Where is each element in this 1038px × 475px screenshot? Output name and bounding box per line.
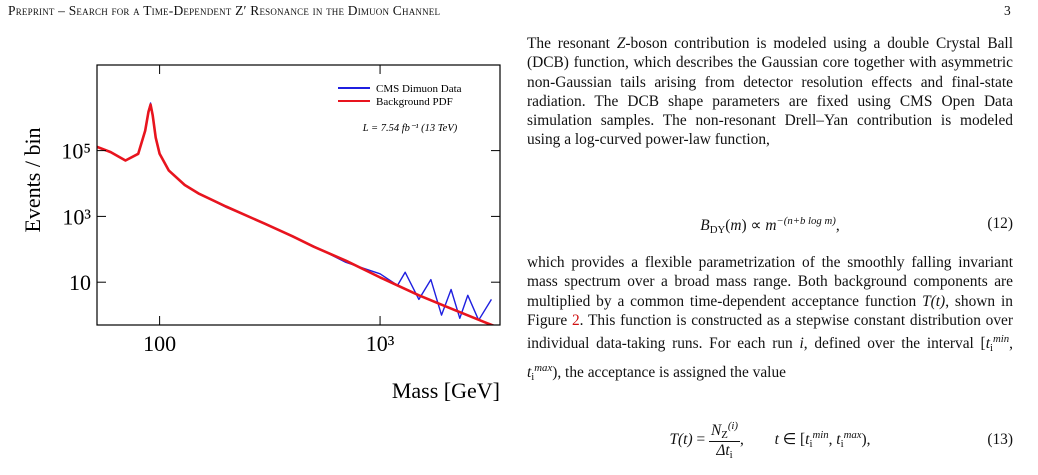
text-run: ), the acceptance is assigned the value xyxy=(552,363,786,381)
text-run: i xyxy=(531,370,535,383)
text-run: m xyxy=(765,216,777,234)
paragraph: which provides a flexible parametrizatio… xyxy=(527,253,1013,387)
text-run: T(t) xyxy=(922,292,946,310)
equation-number: (13) xyxy=(987,431,1013,448)
fraction: NZ(i) Δti xyxy=(708,420,740,462)
text-run: ∈ [ xyxy=(778,431,806,449)
equation: T(t) = NZ(i) Δti, t ∈ [timin, timax), (13… xyxy=(527,420,1014,464)
equation-body: T(t) = NZ(i) Δti, t ∈ [timin, timax), xyxy=(527,420,1013,461)
text-run: The resonant xyxy=(527,35,617,52)
text-run: −(n+b log m) xyxy=(776,215,836,227)
text-run: -boson contribution is modeled using a d… xyxy=(527,35,1013,149)
x-tick-label: 100 xyxy=(143,331,176,356)
link[interactable]: 2 xyxy=(571,311,580,329)
text-run: ( xyxy=(725,216,731,234)
plot-area xyxy=(97,102,496,325)
equation-number: (12) xyxy=(987,215,1013,232)
text-run: , defined over the interval [ xyxy=(803,335,986,353)
text-run: N xyxy=(710,421,722,439)
text-run: B xyxy=(700,216,710,234)
series-line xyxy=(97,103,496,325)
text-run: i xyxy=(809,438,813,451)
text-run: min xyxy=(812,429,829,442)
y-tick-label: 10 xyxy=(69,270,91,295)
text-run: min xyxy=(992,333,1010,346)
x-axis-label: Mass [GeV] xyxy=(392,378,500,403)
x-tick-label: 10³ xyxy=(366,331,395,356)
text-run: ), xyxy=(861,431,871,449)
paragraph: The resonant Z-boson contribution is mod… xyxy=(527,34,1013,150)
text-run: t xyxy=(527,363,532,381)
text-run: i xyxy=(840,438,844,451)
text-run: . This function is constructed as a step… xyxy=(527,311,1013,353)
text-run: i xyxy=(729,449,733,462)
y-axis-label: Events / bin xyxy=(20,127,45,232)
text-run: Z xyxy=(721,429,728,442)
text-run: i xyxy=(799,335,804,353)
text-run: DY xyxy=(709,224,726,237)
running-header: Preprint – Search for a Time-Dependent Z… xyxy=(8,3,441,18)
page-number: 3 xyxy=(1004,3,1011,18)
text-run: T(t) xyxy=(669,431,693,449)
text-run: which provides a flexible parametrizatio… xyxy=(527,254,1013,310)
text-run: , shown in Figure xyxy=(527,292,1013,329)
text-run: max xyxy=(534,361,553,374)
equation-body: BDY(m) ∝ m−(n+b log m), xyxy=(527,215,1013,236)
text-run: t xyxy=(836,431,841,449)
text-run: t xyxy=(774,431,779,449)
text-run: max xyxy=(843,429,862,442)
legend-label: CMS Dimuon Data xyxy=(376,83,462,95)
text-run: m xyxy=(730,216,742,234)
chart: Events / bin Mass [GeV] L = 7.54 fb⁻¹ (1… xyxy=(20,64,501,403)
annotation: L = 7.54 fb⁻¹ (13 TeV) xyxy=(362,123,458,134)
text-run: (i) xyxy=(727,420,738,432)
text-run: , xyxy=(740,431,775,449)
y-tick-label: 10³ xyxy=(62,204,91,229)
text-run: , xyxy=(828,431,837,449)
plot-frame xyxy=(96,64,501,326)
text-run: ) ∝ xyxy=(741,216,766,234)
text-run: , xyxy=(1009,335,1013,353)
y-tick-label: 10⁵ xyxy=(61,139,91,164)
text-run: = xyxy=(692,431,709,449)
equation: BDY(m) ∝ m−(n+b log m), (12) xyxy=(527,215,1013,237)
text-run: t xyxy=(805,431,810,449)
text-run: Z xyxy=(616,35,626,52)
text-run: i xyxy=(989,342,993,355)
text-run: t xyxy=(985,335,990,353)
text-run: , xyxy=(835,216,840,234)
text-run: Δt xyxy=(716,442,730,460)
legend-label: Background PDF xyxy=(376,96,453,108)
